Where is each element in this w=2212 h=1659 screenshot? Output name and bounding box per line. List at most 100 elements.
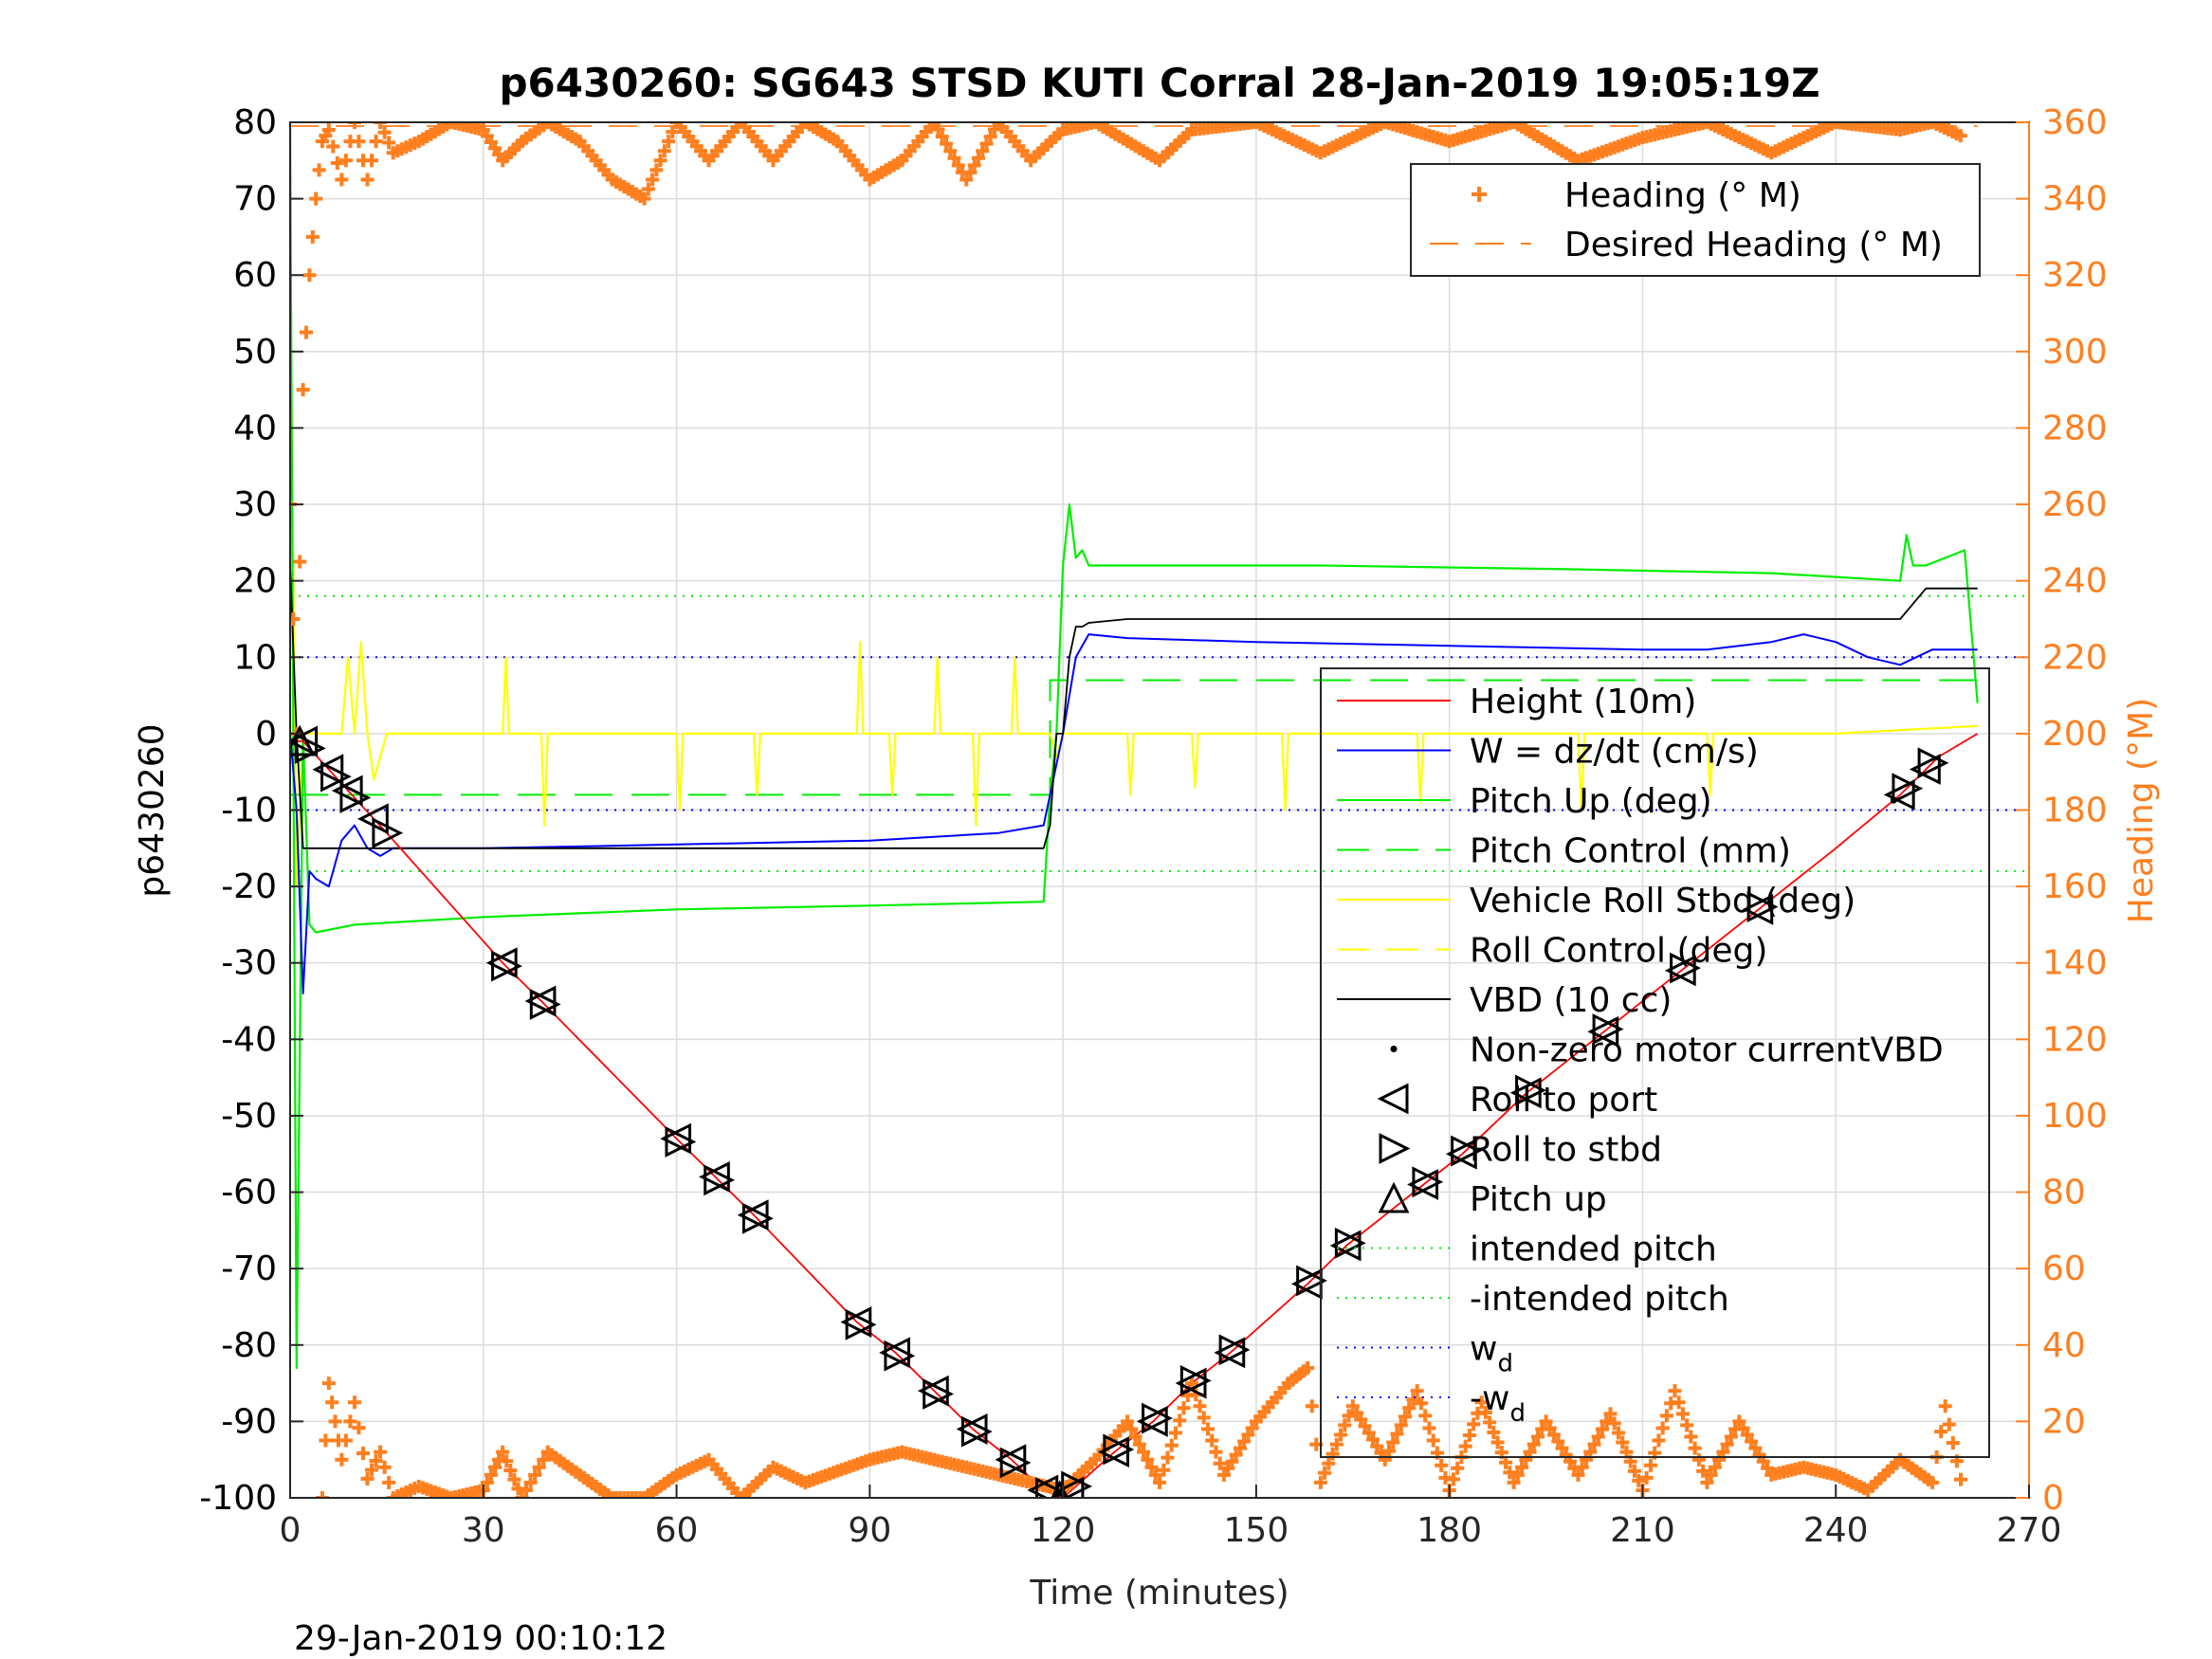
legend-main-label-text: Vehicle Roll Stbd (deg) — [1470, 882, 1856, 921]
heading-mark — [1934, 1425, 1948, 1439]
roll-to-port-marker — [524, 985, 557, 1017]
heading-mark — [293, 555, 307, 569]
heading-mark — [1128, 1430, 1143, 1444]
y-tick-label: 50 — [233, 333, 277, 372]
heading-mark — [1745, 1434, 1759, 1449]
series-layer — [290, 122, 1979, 1498]
heading-mark — [1954, 1472, 1967, 1486]
heading-mark — [621, 1491, 635, 1498]
y2-tick-label: 220 — [2042, 638, 2108, 677]
heading-mark — [1688, 1441, 1702, 1455]
roll-to-port-marker — [312, 754, 344, 786]
heading-mark — [1551, 1434, 1565, 1449]
heading-mark — [1704, 1468, 1718, 1482]
heading-mark — [1696, 1464, 1710, 1478]
y-tick-label: 40 — [233, 409, 277, 447]
roll-to-stbd-marker — [960, 1415, 993, 1448]
legend-main-label: Non-zero motor currentVBD — [1470, 1031, 1944, 1070]
heading-mark — [330, 155, 344, 170]
roll-to-stbd-marker — [491, 950, 522, 982]
heading-mark — [321, 1376, 336, 1391]
heading-mark — [1325, 1447, 1340, 1461]
heading-mark — [633, 1491, 648, 1498]
legend-tri-right-icon — [1379, 1133, 1411, 1164]
y-tick-label: 30 — [233, 485, 277, 524]
heading-mark — [1338, 1418, 1352, 1432]
heading-mark — [641, 182, 655, 196]
x-tick-label: 270 — [1997, 1511, 2062, 1550]
y2-tick-label: 280 — [2042, 409, 2108, 447]
heading-mark — [976, 144, 990, 158]
heading-mark — [296, 383, 310, 397]
heading-mark — [1366, 1432, 1380, 1447]
heading-mark — [1334, 1428, 1348, 1442]
heading-mark — [382, 136, 396, 150]
heading-mark — [302, 268, 317, 283]
y-tick-label: 70 — [233, 180, 277, 219]
heading-mark — [290, 611, 301, 626]
heading-mark — [520, 1483, 534, 1497]
heading-mark — [360, 173, 375, 187]
heading-mark — [1732, 1414, 1746, 1429]
heading-mark — [1193, 1399, 1207, 1413]
legend-main-label: Roll Control (deg) — [1470, 932, 1767, 971]
heading-mark — [1305, 1399, 1319, 1413]
heading-mark — [1510, 1468, 1525, 1482]
roll-to-stbd-marker — [1142, 1402, 1173, 1434]
roll-to-stbd-marker — [320, 760, 352, 793]
heading-mark — [305, 229, 320, 244]
heading-mark — [1237, 1434, 1252, 1449]
heading-mark — [1547, 1428, 1562, 1442]
roll-to-stbd-marker — [1218, 1334, 1251, 1366]
y-tick-label: 0 — [255, 715, 277, 754]
heading-mark — [1748, 1441, 1763, 1455]
y2-tick-label: 20 — [2042, 1402, 2086, 1441]
heading-mark — [943, 144, 958, 158]
heading-mark — [1245, 1421, 1259, 1435]
bottom-axis: 0 30 60 90 120 150 180 210 240 270 — [280, 1485, 2062, 1550]
heading-mark — [496, 1445, 510, 1459]
heading-mark — [1675, 1407, 1690, 1421]
heading-mark — [335, 173, 349, 187]
y-tick-label: -60 — [221, 1174, 277, 1212]
heading-mark — [1233, 1441, 1247, 1455]
series-height-10m — [290, 733, 1979, 1498]
heading-mark — [1700, 122, 1714, 129]
roll-to-stbd-marker — [884, 1340, 916, 1372]
heading-mark — [963, 165, 978, 179]
roll-to-stbd-marker — [1103, 1433, 1135, 1466]
heading-mark — [523, 1475, 538, 1489]
legend-heading-label: Desired Heading (° M) — [1564, 226, 1943, 264]
roll-to-stbd-marker — [1592, 1013, 1624, 1046]
heading-mark — [1672, 1395, 1686, 1410]
heading-mark — [328, 1414, 342, 1429]
heading-mark — [1467, 1417, 1481, 1431]
legend-main-label-text: Pitch up — [1470, 1180, 1607, 1219]
heading-mark — [1241, 1428, 1255, 1442]
heading-mark — [1507, 1475, 1521, 1489]
heading-mark — [312, 163, 326, 177]
x-tick-label: 120 — [1031, 1511, 1096, 1550]
legend-main-label: Pitch up — [1470, 1180, 1607, 1219]
heading-mark — [1173, 1413, 1187, 1428]
heading-mark — [1680, 1418, 1694, 1432]
heading-mark — [1627, 1464, 1641, 1478]
heading-mark — [983, 130, 997, 144]
y-tick-label: -40 — [221, 1020, 277, 1059]
legend-main-label: Vehicle Roll Stbd (deg) — [1470, 882, 1856, 921]
heading-mark — [971, 151, 985, 165]
heading-mark — [1499, 1455, 1513, 1469]
roll-to-stbd-marker — [999, 1447, 1032, 1479]
legend-main-label: wd — [1470, 1330, 1513, 1378]
roll-to-stbd-marker — [1296, 1265, 1327, 1297]
heading-mark — [374, 1445, 388, 1459]
right-axis: 0 20 40 60 80 100 120 140 160 180 200 220 240 260 280 3… — [2016, 103, 2108, 1518]
heading-mark — [1483, 1415, 1497, 1430]
y-tick-label: -100 — [199, 1479, 277, 1518]
heading-mark — [1370, 1439, 1384, 1453]
legend-main-label-text: Pitch Up (deg) — [1470, 782, 1712, 821]
heading-mark — [347, 122, 361, 129]
heading-mark — [540, 122, 555, 129]
heading-mark — [1318, 1466, 1332, 1480]
